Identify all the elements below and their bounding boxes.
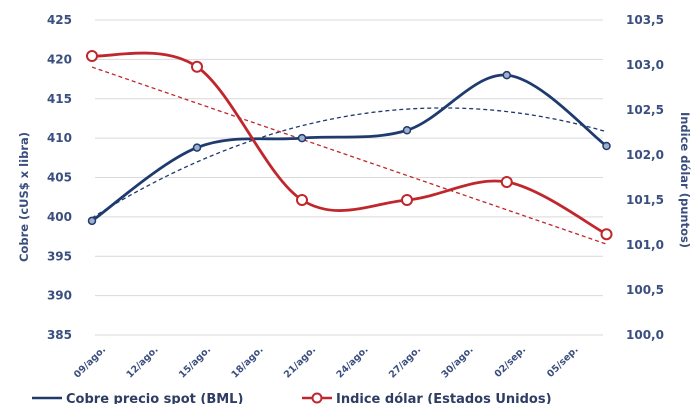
x-axis-ticks: 09/ago. 12/ago. 15/ago. 18/ago. 21/ago. 24/ag… [72,344,581,380]
x-tick-label: 02/sep. [493,344,528,379]
gridlines [95,19,603,336]
left-tick-label: 425 [47,13,72,27]
trendline-cobre [91,107,607,219]
data-point-dolar [401,194,413,206]
x-tick-label: 21/ago. [282,344,318,380]
series-lines [86,50,613,241]
right-tick-label: 100,5 [626,283,664,297]
left-tick-label: 400 [47,210,72,224]
left-tick-label: 420 [47,52,72,66]
x-tick-label: 27/ago. [387,344,423,380]
right-tick-label: 102,5 [626,103,664,117]
right-axis-ticks: 100,0 100,5 101,0 101,5 102,0 102,5 103,0 103,5 [626,13,664,342]
series-line-cobre [91,73,608,222]
legend-item-dolar: Indice dólar (Estados Unidos) [302,392,552,404]
data-point-cobre [192,143,202,152]
left-tick-label: 415 [47,92,72,106]
data-point-cobre [602,141,611,151]
x-tick-label: 09/ago. [72,344,108,380]
data-point-dolar [191,60,203,73]
data-point-dolar [600,228,613,241]
legend-marker-dolar [311,392,323,404]
data-point-dolar [86,50,98,62]
trendline-dolar [91,66,607,245]
left-tick-label: 405 [47,171,72,185]
right-tick-label: 101,5 [626,193,664,207]
right-tick-label: 103,0 [626,58,664,72]
x-tick-label: 05/sep. [545,344,580,379]
data-point-dolar [296,194,308,206]
x-tick-label: 30/ago. [440,344,476,380]
trendlines [91,66,607,245]
right-tick-label: 100,0 [626,328,664,342]
legend-label-cobre: Cobre precio spot (BML) [66,392,243,404]
left-tick-label: 390 [47,289,72,303]
x-tick-label: 18/ago. [230,344,266,380]
right-tick-label: 102,0 [626,148,664,162]
legend: Cobre precio spot (BML) Indice dólar (Es… [32,392,552,404]
x-tick-label: 15/ago. [177,344,213,380]
left-axis-ticks: 385 390 395 400 405 410 415 420 425 [47,13,72,342]
data-point-cobre [297,133,307,143]
legend-item-cobre: Cobre precio spot (BML) [32,392,243,404]
right-tick-label: 103,5 [626,13,664,27]
left-tick-label: 385 [47,328,72,342]
data-point-dolar [500,176,513,188]
left-tick-label: 410 [47,131,72,145]
series-line-dolar [91,51,608,236]
legend-label-dolar: Indice dólar (Estados Unidos) [336,392,552,404]
right-axis-title: Indice dólar (puntos) [678,112,692,248]
data-point-cobre [87,216,97,226]
left-tick-label: 395 [47,249,72,263]
left-axis-title: Cobre (cUS$ x libra) [17,132,31,262]
x-tick-label: 24/ago. [335,344,371,380]
data-point-cobre [502,70,511,80]
data-point-cobre [402,126,412,135]
right-tick-label: 101,0 [626,238,664,252]
x-tick-label: 12/ago. [125,344,161,380]
